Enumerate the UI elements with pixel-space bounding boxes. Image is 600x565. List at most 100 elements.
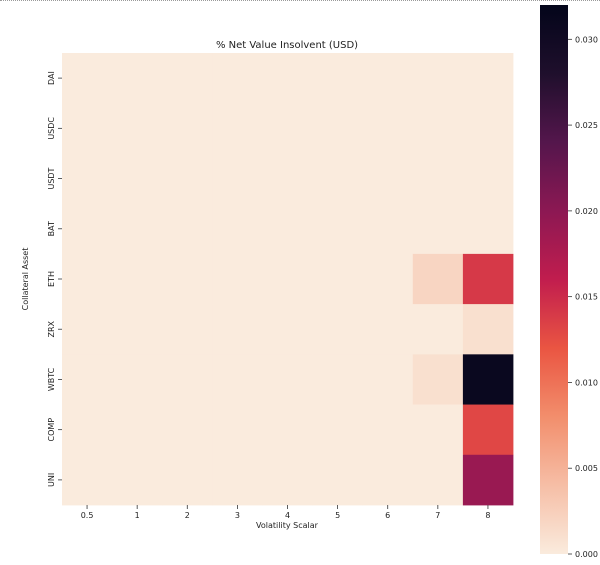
heatmap-cell xyxy=(412,404,464,456)
heatmap-cell xyxy=(212,153,263,205)
heatmap-cell xyxy=(62,53,113,104)
heatmap-cell xyxy=(262,354,313,405)
heatmap-cell xyxy=(412,53,464,104)
heatmap-cell xyxy=(162,253,213,305)
heatmap-cell xyxy=(362,404,414,456)
heatmap-cell xyxy=(462,253,514,305)
heatmap-cell xyxy=(212,304,263,355)
heatmap-cell xyxy=(162,153,213,205)
chart-title: % Net Value Insolvent (USD) xyxy=(216,40,358,51)
heatmap-cell xyxy=(262,454,313,506)
heatmap-cell xyxy=(412,454,464,506)
heatmap-cell xyxy=(212,103,263,154)
heatmap-cell xyxy=(62,454,113,506)
heatmap-cell xyxy=(112,153,163,205)
y-tick-label: USDC xyxy=(47,117,56,140)
heatmap-cell xyxy=(62,253,113,305)
heatmap-cell xyxy=(412,304,464,355)
heatmap-cell xyxy=(412,153,464,205)
heatmap-cell xyxy=(112,404,163,456)
heatmap-cells xyxy=(62,53,514,506)
heatmap-cell xyxy=(112,304,163,355)
heatmap-cell xyxy=(62,203,113,255)
heatmap-cell xyxy=(112,53,163,104)
heatmap-cell xyxy=(112,454,163,506)
y-tick-label: COMP xyxy=(47,418,56,442)
y-tick-labels: DAI USDC USDT BAT ETH ZRX WBTC COMP UNI xyxy=(47,71,62,487)
heatmap-cell xyxy=(462,454,514,506)
heatmap-cell xyxy=(312,304,364,355)
heatmap-cell xyxy=(412,354,464,405)
heatmap-cell xyxy=(162,304,213,355)
heatmap-cell xyxy=(412,253,464,305)
colorbar-tick-label: 0.000 xyxy=(575,550,598,559)
heatmap-cell xyxy=(212,404,263,456)
x-tick-label: 2 xyxy=(185,511,190,520)
heatmap-cell xyxy=(212,454,263,506)
heatmap-cell xyxy=(362,103,414,154)
colorbar-tick-label: 0.020 xyxy=(575,207,598,216)
heatmap-cell xyxy=(362,304,414,355)
heatmap-cell xyxy=(162,454,213,506)
top-border xyxy=(0,0,600,1)
x-tick-label: 3 xyxy=(235,511,240,520)
heatmap-cell xyxy=(412,103,464,154)
heatmap-cell xyxy=(112,203,163,255)
y-tick-label: ETH xyxy=(47,271,56,287)
heatmap-cell xyxy=(312,103,364,154)
heatmap-cell xyxy=(162,354,213,405)
x-tick-label: 5 xyxy=(335,511,340,520)
heatmap-cell xyxy=(362,253,414,305)
colorbar-tick-label: 0.030 xyxy=(575,35,598,44)
heatmap-cell xyxy=(462,404,514,456)
heatmap-cell xyxy=(462,103,514,154)
y-tick-label: ZRX xyxy=(47,320,56,337)
heatmap-cell xyxy=(162,404,213,456)
x-axis-label: Volatility Scalar xyxy=(256,521,319,530)
heatmap-cell xyxy=(262,103,313,154)
colorbar-tick-label: 0.015 xyxy=(575,293,598,302)
y-tick-label: BAT xyxy=(47,221,56,236)
heatmap-cell xyxy=(362,153,414,205)
heatmap-cell xyxy=(312,354,364,405)
heatmap-cell xyxy=(62,354,113,405)
heatmap-cell xyxy=(62,404,113,456)
heatmap-cell xyxy=(162,53,213,104)
heatmap-cell xyxy=(412,203,464,255)
heatmap-cell xyxy=(162,103,213,154)
heatmap-cell xyxy=(112,253,163,305)
heatmap-cell xyxy=(262,304,313,355)
heatmap-cell xyxy=(62,153,113,205)
colorbar-tick-label: 0.010 xyxy=(575,378,598,387)
x-tick-label: 6 xyxy=(385,511,390,520)
y-axis-label: Collateral Asset xyxy=(21,248,30,311)
x-tick-label: 8 xyxy=(485,511,490,520)
heatmap-cell xyxy=(462,354,514,405)
heatmap-cell xyxy=(462,153,514,205)
heatmap-cell xyxy=(162,203,213,255)
heatmap-cell xyxy=(262,404,313,456)
heatmap-cell xyxy=(212,253,263,305)
heatmap-cell xyxy=(362,354,414,405)
heatmap-cell xyxy=(312,253,364,305)
heatmap-cell xyxy=(362,203,414,255)
heatmap-cell xyxy=(362,53,414,104)
heatmap-cell xyxy=(312,53,364,104)
heatmap-cell xyxy=(362,454,414,506)
heatmap-cell xyxy=(312,454,364,506)
heatmap-cell xyxy=(112,354,163,405)
heatmap-cell xyxy=(62,103,113,154)
x-tick-label: 1 xyxy=(135,511,140,520)
colorbar xyxy=(540,5,568,554)
heatmap-cell xyxy=(262,203,313,255)
y-tick-label: USDT xyxy=(47,167,56,189)
heatmap-cell xyxy=(312,203,364,255)
x-tick-label: 4 xyxy=(285,511,290,520)
colorbar-ticks: 0.000 0.005 0.010 0.015 0.020 0.025 0.030 xyxy=(568,35,598,559)
heatmap-cell xyxy=(312,404,364,456)
heatmap-cell xyxy=(312,153,364,205)
heatmap-cell xyxy=(462,53,514,104)
x-tick-labels: 0.5 1 2 3 4 5 6 7 8 xyxy=(81,505,490,520)
heatmap-cell xyxy=(212,203,263,255)
